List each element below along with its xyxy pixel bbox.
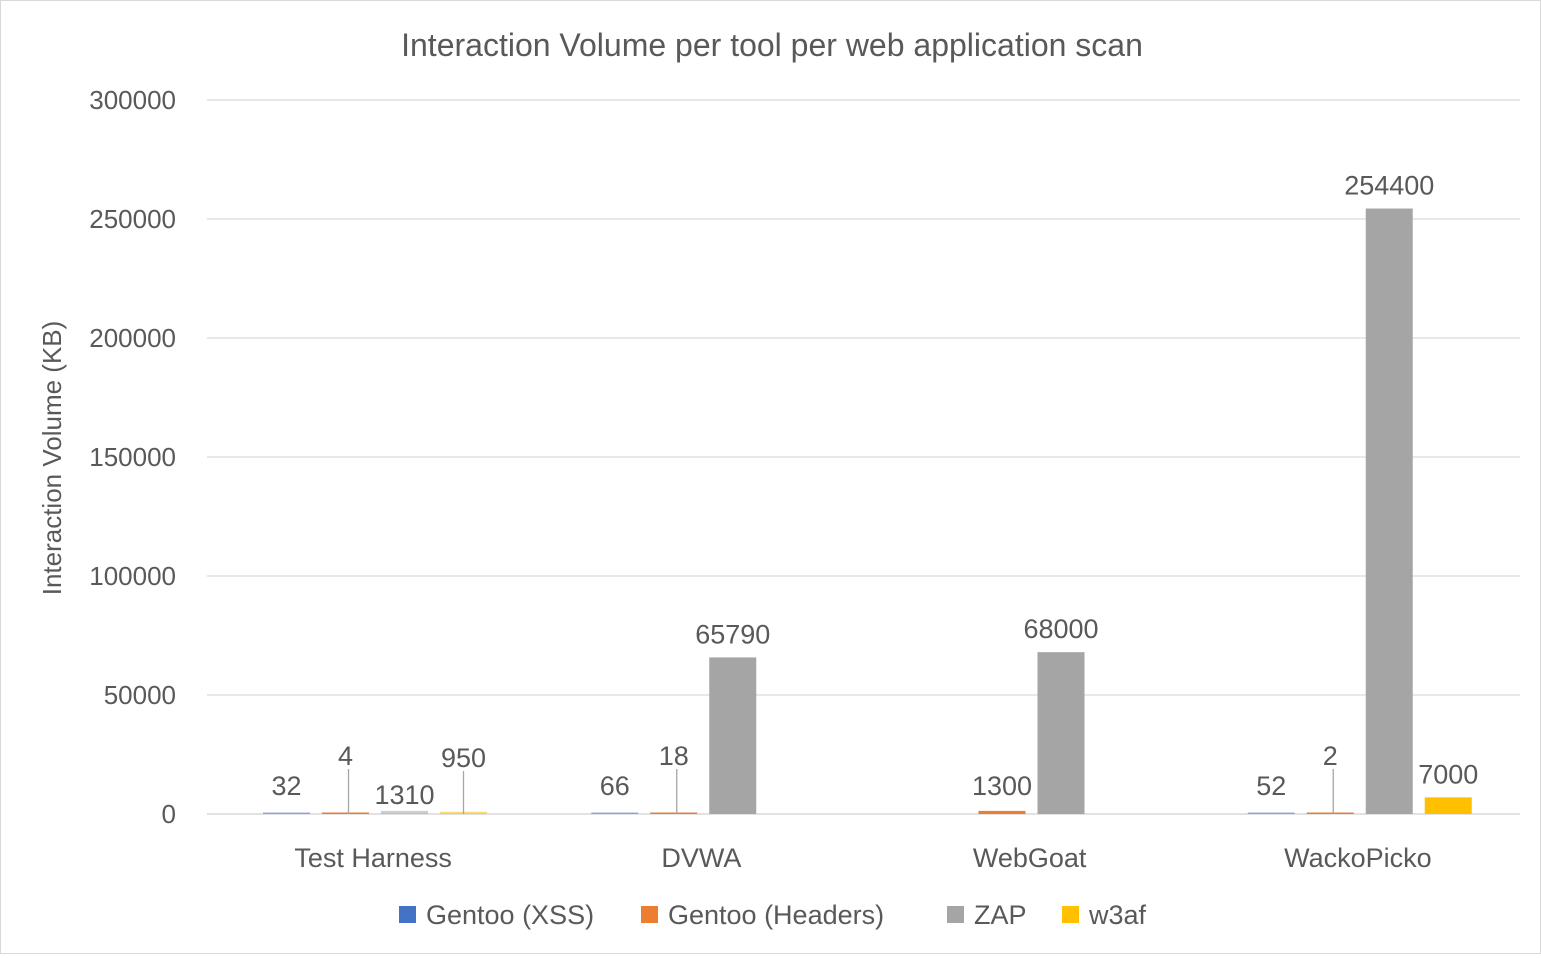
bar: [1247, 812, 1295, 814]
bar: [591, 812, 639, 814]
data-label: 66: [600, 771, 630, 801]
bars: [263, 208, 1472, 814]
x-tick-label: DVWA: [661, 843, 741, 873]
x-axis-labels: Test Harness DVWA WebGoat WackoPicko: [294, 843, 1431, 873]
data-label: 65790: [695, 619, 770, 649]
bar: [1037, 652, 1085, 814]
data-label: 18: [659, 741, 689, 771]
y-axis-ticks: 0 50000 100000 150000 200000 250000 300000: [89, 85, 176, 829]
data-label: 52: [1256, 771, 1286, 801]
y-axis-title: Interaction Volume (KB): [37, 321, 67, 596]
data-label: 950: [441, 743, 486, 773]
chart-title: Interaction Volume per tool per web appl…: [401, 27, 1143, 63]
legend-label: w3af: [1088, 900, 1147, 930]
y-tick-label: 300000: [89, 85, 176, 115]
legend-swatch: [641, 906, 658, 923]
data-labels: 32 66 52 4 18 1300 2 1310 65790 68000 254400 950 700…: [271, 171, 1478, 810]
legend-label: ZAP: [974, 900, 1027, 930]
bar: [978, 810, 1026, 814]
data-label: 68000: [1023, 614, 1098, 644]
legend-label: Gentoo (XSS): [426, 900, 594, 930]
bar: [709, 657, 757, 814]
bar: [1306, 812, 1354, 814]
data-label: 1310: [374, 780, 434, 810]
x-tick-label: Test Harness: [294, 843, 452, 873]
x-tick-label: WackoPicko: [1284, 843, 1432, 873]
legend-label: Gentoo (Headers): [668, 900, 884, 930]
bar: [1424, 797, 1472, 814]
x-tick-label: WebGoat: [973, 843, 1087, 873]
data-label: 254400: [1344, 171, 1434, 201]
y-tick-label: 50000: [104, 680, 176, 710]
y-tick-label: 250000: [89, 204, 176, 234]
y-tick-label: 200000: [89, 323, 176, 353]
data-label: 7000: [1418, 759, 1478, 789]
legend-swatch: [947, 906, 964, 923]
bar: [1365, 208, 1413, 814]
data-label: 4: [338, 741, 353, 771]
y-tick-label: 150000: [89, 442, 176, 472]
legend-swatch: [1062, 906, 1079, 923]
bar: [650, 812, 698, 814]
data-label: 32: [271, 771, 301, 801]
bar: [263, 812, 310, 814]
y-tick-label: 100000: [89, 561, 176, 591]
gridlines: [207, 99, 1520, 815]
bar: [322, 812, 369, 814]
bar: [381, 810, 428, 814]
leader-lines: [347, 769, 1334, 814]
legend: Gentoo (XSS) Gentoo (Headers) ZAP w3af: [399, 900, 1147, 930]
legend-swatch: [399, 906, 416, 923]
y-tick-label: 0: [162, 799, 176, 829]
data-label: 2: [1323, 741, 1338, 771]
data-label: 1300: [972, 771, 1032, 801]
